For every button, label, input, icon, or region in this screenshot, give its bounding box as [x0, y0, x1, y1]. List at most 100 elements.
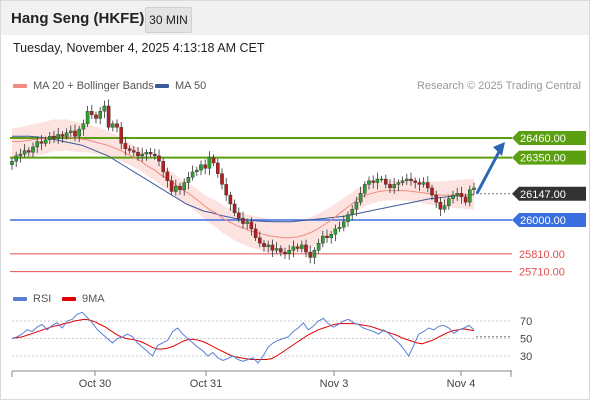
bollinger-band — [12, 119, 474, 255]
candle-body-58 — [253, 228, 258, 239]
candle-body-73 — [316, 242, 321, 251]
ma20-swatch — [13, 84, 27, 89]
rsi-swatch — [13, 297, 27, 302]
candle-body-2 — [18, 153, 23, 157]
candle-body-47 — [207, 157, 212, 169]
candle-body-56 — [245, 221, 250, 224]
candle-body-45 — [199, 164, 203, 171]
candle-body-1 — [14, 155, 19, 162]
candle-body-69 — [300, 244, 304, 249]
legend-ma9: 9MA — [62, 293, 105, 305]
candle-body-98 — [421, 182, 426, 185]
rsi-ma9-line — [11, 318, 475, 360]
candle-body-67 — [291, 246, 296, 251]
candle-body-54 — [236, 212, 241, 219]
candle-body-91 — [392, 184, 397, 189]
candle-body-0 — [10, 160, 14, 165]
candle-body-78 — [337, 226, 342, 230]
candle-body-48 — [211, 157, 216, 164]
copyright-text: Research © 2025 Trading Central — [416, 80, 581, 92]
candle-body-49 — [215, 162, 220, 174]
candle-body-26 — [119, 127, 123, 144]
x-tick-label-2: Nov 3 — [320, 378, 349, 390]
ma50-swatch — [155, 84, 169, 89]
candle-body-17 — [81, 123, 86, 130]
level-tag-0 — [512, 131, 586, 146]
candle-body-42 — [186, 177, 191, 183]
candle-body-108 — [463, 196, 468, 203]
level-label-1: 26350.00 — [520, 153, 566, 165]
candle-body-74 — [321, 235, 325, 244]
candle-body-110 — [472, 187, 476, 190]
candle-body-8 — [43, 139, 48, 144]
candle-body-65 — [283, 251, 287, 255]
candle-body-84 — [363, 184, 367, 194]
candle-body-80 — [346, 214, 350, 222]
candle-body-50 — [220, 173, 224, 185]
x-tick-label-1: Oct 31 — [190, 378, 222, 390]
rsi-label: RSI — [33, 293, 52, 305]
candle-body-89 — [384, 178, 388, 185]
chart-datetime: Tuesday, November 4, 2025 4:13:18 AM CET — [13, 41, 265, 55]
candle-body-23 — [106, 105, 111, 128]
level-label-0: 26460.00 — [520, 133, 566, 145]
candle-body-66 — [287, 250, 292, 255]
candle-body-46 — [203, 164, 208, 169]
candle-body-87 — [375, 178, 380, 183]
candle-body-5 — [31, 146, 35, 153]
candle-body-82 — [354, 201, 359, 210]
legend-ma20: MA 20 + Bollinger Bands — [13, 80, 154, 92]
candle-body-96 — [413, 180, 418, 183]
candle-body-21 — [98, 111, 102, 119]
candle-body-100 — [430, 187, 434, 196]
chart-header: Hang Seng (HKFE) 30 MIN — [1, 1, 589, 35]
rsi-line — [11, 311, 475, 364]
candle-body-33 — [148, 152, 153, 155]
candle-body-59 — [258, 237, 262, 244]
candle-body-63 — [274, 248, 279, 251]
candle-body-101 — [434, 194, 439, 203]
x-tick-label-3: Nov 4 — [447, 378, 476, 390]
legend-rsi: RSI — [13, 293, 51, 305]
candle-body-31 — [140, 153, 145, 157]
candle-body-76 — [329, 234, 334, 239]
candle-body-70 — [304, 244, 308, 253]
level-label-4: 25810.00 — [519, 249, 565, 261]
candle-body-44 — [194, 169, 199, 173]
candle-body-103 — [442, 205, 447, 210]
candle-body-104 — [447, 198, 451, 206]
candle-body-22 — [102, 105, 107, 112]
candle-body-16 — [77, 128, 81, 137]
candle-body-62 — [270, 244, 275, 251]
candle-body-15 — [73, 130, 77, 137]
candle-body-102 — [438, 201, 443, 210]
candle-body-85 — [367, 180, 371, 185]
candle-body-109 — [468, 189, 472, 203]
candle-body-35 — [157, 155, 161, 162]
level-tag-1 — [512, 150, 586, 165]
candle-body-13 — [64, 132, 69, 137]
candle-body-75 — [325, 235, 329, 239]
candle-body-28 — [127, 148, 132, 151]
candle-body-36 — [161, 160, 166, 173]
candle-body-24 — [110, 123, 115, 128]
candle-body-39 — [173, 185, 178, 192]
candle-body-88 — [379, 178, 384, 181]
candle-body-72 — [312, 250, 317, 258]
candle-body-99 — [426, 182, 430, 189]
timeframe-button[interactable]: 30 MIN — [145, 7, 192, 33]
candle-body-7 — [39, 141, 44, 144]
candle-body-61 — [266, 244, 271, 247]
candle-body-18 — [85, 111, 90, 124]
candle-body-30 — [136, 152, 140, 157]
candle-body-68 — [295, 246, 300, 249]
candle-body-71 — [308, 251, 313, 258]
instrument-title: Hang Seng (HKFE) — [11, 10, 145, 27]
x-tick-label-0: Oct 30 — [79, 378, 111, 390]
candle-body-14 — [68, 130, 73, 133]
candle-body-79 — [342, 221, 346, 228]
candle-body-40 — [178, 185, 182, 190]
ma20-label: MA 20 + Bollinger Bands — [33, 80, 154, 92]
